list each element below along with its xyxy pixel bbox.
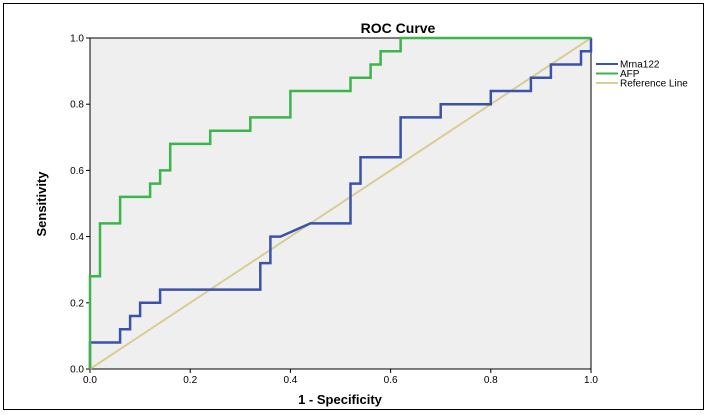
legend-label: AFP [620,69,640,80]
chart-frame [3,3,704,410]
legend-label: Reference Line [620,79,688,90]
series-line-afp [88,36,591,369]
series-line-mrna122 [88,38,593,369]
y-axis-label: Sensitivity [34,171,49,237]
axis-ticks: 0.0 0.2 0.4 0.6 0.8 1.0 0.0 0.2 0.4 0.6 0.8 1.0 [70,34,598,387]
x-tick-label: 0.8 [484,375,498,386]
y-tick-label: 0.2 [70,298,84,309]
y-tick-label: 0.8 [70,100,84,111]
x-tick-label: 0.2 [183,375,197,386]
x-tick-label: 0.4 [283,375,297,386]
x-tick-label: 0.0 [83,375,97,386]
series-lines [88,36,593,370]
y-tick-label: 0.6 [70,166,84,177]
y-tick-label: 1.0 [70,34,84,45]
series-line-reference-line [89,37,592,370]
chart-title: ROC Curve [361,20,436,36]
legend-label: Mrna122 [620,60,660,71]
y-tick-label: 0.4 [70,232,84,243]
x-tick-label: 1.0 [584,375,598,386]
x-axis-label: 1 - Specificity [298,392,383,407]
x-tick-label: 0.6 [384,375,398,386]
y-tick-label: 0.0 [70,365,84,376]
